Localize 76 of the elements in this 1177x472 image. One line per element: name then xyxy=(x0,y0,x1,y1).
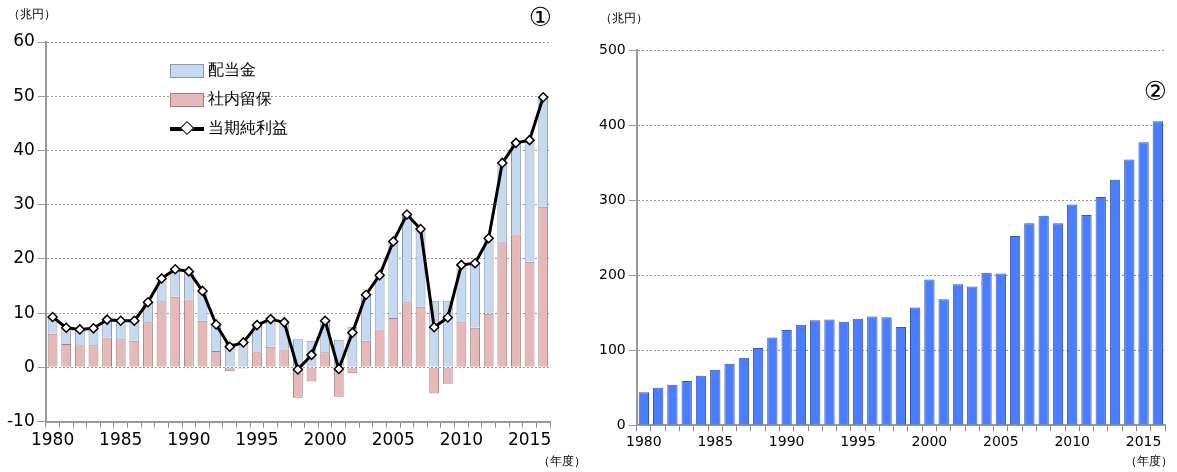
x-axis-title: （年度） xyxy=(538,453,586,470)
point xyxy=(306,349,317,361)
y-tick-label: 50 xyxy=(13,84,35,105)
y-tick-label: 40 xyxy=(13,138,35,159)
y-tick-label: 0 xyxy=(616,415,626,432)
legend-label: 配当金 xyxy=(208,60,256,81)
y-tick-label: 0 xyxy=(23,355,35,376)
point xyxy=(101,314,113,325)
x-tick-label: 2005 xyxy=(371,429,415,450)
x-tick-label: 1980 xyxy=(626,433,662,450)
x-tick-label: 2000 xyxy=(303,429,347,450)
x-tick-label: 1985 xyxy=(697,433,734,450)
point xyxy=(169,263,181,275)
y-axis-title: （兆円） xyxy=(600,10,648,27)
x-tick-label: 1985 xyxy=(99,429,143,450)
point xyxy=(156,273,167,284)
y-axis-title: （兆円） xyxy=(8,6,56,23)
point xyxy=(456,259,467,271)
point xyxy=(197,285,208,297)
x-tick-label: 1990 xyxy=(768,433,805,450)
point xyxy=(129,315,140,326)
point xyxy=(142,297,154,308)
point xyxy=(47,311,58,323)
text: ① xyxy=(528,1,552,32)
point xyxy=(524,134,535,146)
point xyxy=(537,92,549,103)
annotation: ② xyxy=(1143,75,1167,106)
point xyxy=(238,337,249,348)
point xyxy=(374,269,385,281)
x-tick-label: 2000 xyxy=(911,433,948,450)
y-tick-label: 20 xyxy=(13,247,35,268)
y-tick-label: 200 xyxy=(598,265,626,282)
x-axis-title: （年度） xyxy=(1125,453,1173,470)
point xyxy=(510,137,522,149)
point xyxy=(333,363,345,375)
y-tick-label: 400 xyxy=(598,115,626,132)
y-tick-label: 10 xyxy=(13,301,35,322)
point xyxy=(251,319,263,331)
y-tick-label: 500 xyxy=(598,40,626,57)
x-tick-label: 2015 xyxy=(507,429,552,450)
y-tick-label: 300 xyxy=(598,190,626,207)
x-tick-label: 1990 xyxy=(167,429,211,450)
point xyxy=(74,324,86,335)
point xyxy=(497,157,508,169)
point xyxy=(60,322,72,334)
point xyxy=(88,323,99,334)
point xyxy=(415,223,426,235)
x-tick-label: 2010 xyxy=(1054,433,1091,450)
y-tick-label: 30 xyxy=(13,193,35,214)
point xyxy=(292,364,304,375)
legend-label: 当期純利益 xyxy=(208,118,288,139)
y-tick-label: 60 xyxy=(13,30,35,51)
x-tick-label: 2015 xyxy=(1125,433,1162,450)
point xyxy=(347,327,358,338)
point xyxy=(401,209,413,220)
point xyxy=(469,258,481,269)
x-tick-label: 1995 xyxy=(235,429,279,450)
point xyxy=(483,233,494,244)
point xyxy=(428,321,440,333)
x-tick-label: 2005 xyxy=(982,433,1019,450)
y-tick-label: 100 xyxy=(598,340,626,357)
point xyxy=(183,266,195,277)
point xyxy=(115,315,126,326)
point xyxy=(279,317,290,328)
point xyxy=(265,313,276,325)
point xyxy=(319,315,331,326)
x-tick-label: 2010 xyxy=(439,429,484,450)
point xyxy=(210,319,222,330)
point xyxy=(388,236,399,247)
legend-label: 社内留保 xyxy=(208,89,272,110)
x-tick-label: 1995 xyxy=(840,433,876,450)
point xyxy=(360,289,372,300)
x-tick-label: 1980 xyxy=(30,429,75,450)
point xyxy=(224,341,235,353)
point xyxy=(442,312,454,323)
y-tick-label: -10 xyxy=(6,410,35,431)
